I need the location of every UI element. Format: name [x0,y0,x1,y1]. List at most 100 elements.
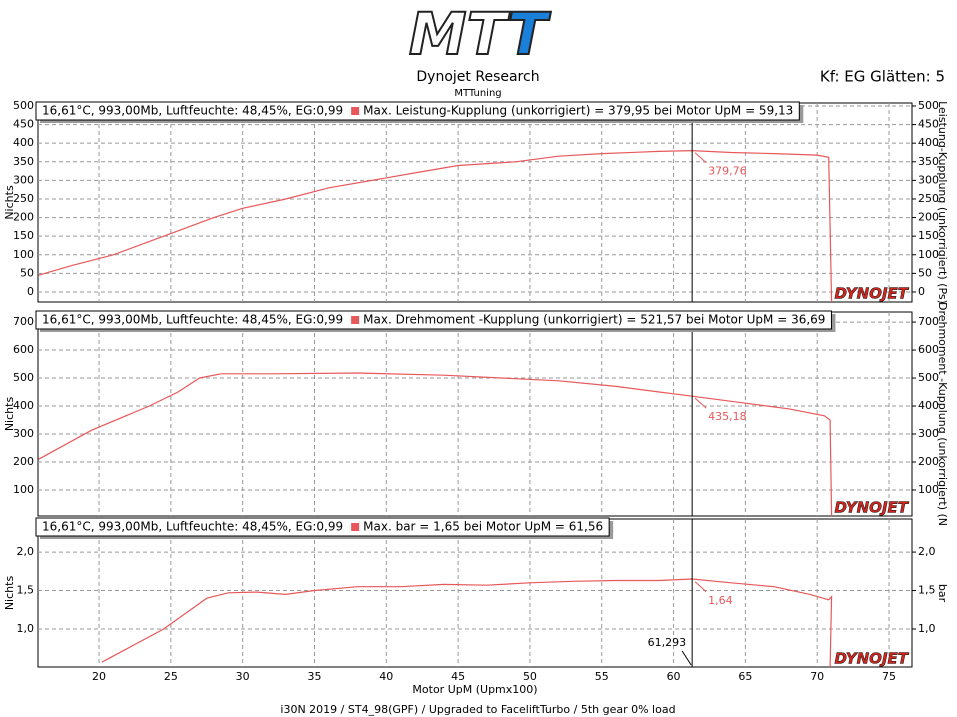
brand: DYNOJET [834,650,909,668]
legend-box: 16,61°C, 993,00Mb, Luftfeuchte: 48,45%, … [35,517,614,539]
y2-tick-label: 300 [918,427,939,440]
cursor-label: 61,293 [648,636,687,649]
logo: MTT [409,0,552,68]
y-tick-label: 100 [13,248,34,261]
y-tick-label: 300 [13,173,34,186]
logo-part: T [508,0,552,68]
annotation: 379,76 [708,165,747,178]
y2-tick-label: 0 [918,285,925,298]
legend-max: Max. Drehmoment -Kupplung (unkorrigiert)… [363,313,825,327]
y-tick-label: 1,5 [17,584,35,597]
y-axis-label: Nichts [3,185,16,220]
x-axis-label: Motor UpM (Upmx100) [412,683,537,696]
y2-tick-label: 400 [918,399,939,412]
y2-tick-label: 450 [918,118,939,131]
annotation: 1,64 [708,594,733,607]
y2-tick-label: 350 [918,155,939,168]
legend-bg [35,101,800,121]
y-axis-label: Nichts [3,397,16,432]
y2-tick-label: 50 [918,266,932,279]
y2-axis-label: Drehmoment -Kupplung (unkorrigiert) (N [936,302,949,526]
legend-info: 16,61°C, 993,00Mb, Luftfeuchte: 48,45%, … [42,104,343,118]
y-tick-label: 500 [13,371,34,384]
y-tick-label: 200 [13,455,34,468]
y2-tick-label: 500 [918,371,939,384]
x-tick-label: 50 [523,670,537,683]
y2-axis-label: Leistung-Kupplung (unkorrigiert) (Ps) [936,101,949,304]
legend-box: 16,61°C, 993,00Mb, Luftfeuchte: 48,45%, … [35,310,836,332]
plot-area [37,311,913,517]
plot-area [37,518,913,668]
x-tick-label: 60 [667,670,681,683]
cursor-arrow [681,650,692,666]
x-tick-label: 45 [451,670,465,683]
legend-swatch [351,316,360,324]
x-tick-label: 20 [92,670,106,683]
y-tick-label: 350 [13,155,34,168]
y2-tick-label: 100 [918,248,939,261]
y-tick-label: 2,0 [17,545,35,558]
data-line [38,372,833,517]
logo-part: MT [409,0,511,68]
y2-tick-label: 100 [918,483,939,496]
plot-area [37,102,913,303]
subtitle: MTTuning [454,88,501,99]
brand: DYNOJET [834,499,909,517]
annotation-arrow [694,581,707,593]
y-tick-label: 50 [20,266,34,279]
y-tick-label: 400 [13,136,34,149]
y-tick-label: 400 [13,399,34,412]
y-tick-label: 100 [13,483,34,496]
legend-swatch [351,107,360,115]
legend-swatch [351,523,360,531]
annotation-arrow [694,397,707,409]
title: Dynojet Research [416,69,539,85]
x-tick-label: 40 [379,670,393,683]
y2-tick-label: 150 [918,229,939,242]
legend-info: 16,61°C, 993,00Mb, Luftfeuchte: 48,45%, … [42,520,343,534]
y-axis-label: Nichts [3,576,16,611]
y2-tick-label: 700 [918,315,939,328]
y2-tick-label: 300 [918,173,939,186]
annotation: 435,18 [708,410,747,423]
y2-tick-label: 600 [918,343,939,356]
x-tick-label: 65 [738,670,752,683]
x-tick-label: 55 [595,670,609,683]
y-tick-label: 200 [13,211,34,224]
y2-tick-label: 200 [918,211,939,224]
y2-tick-label: 200 [918,455,939,468]
data-line [101,578,833,668]
y2-tick-label: 250 [918,192,939,205]
y-tick-label: 450 [13,118,34,131]
footer: i30N 2019 / ST4_98(GPF) / Upgraded to Fa… [280,703,675,716]
y-tick-label: 600 [13,343,34,356]
x-tick-label: 25 [164,670,178,683]
y-tick-label: 0 [27,285,34,298]
y2-tick-label: 400 [918,136,939,149]
y2-tick-label: 500 [918,99,939,112]
y-tick-label: 700 [13,315,34,328]
y2-tick-label: 1,5 [918,584,936,597]
x-tick-label: 75 [882,670,896,683]
y2-tick-label: 2,0 [918,545,936,558]
y-tick-label: 500 [13,99,34,112]
settings: Kf: EG Glätten: 5 [820,68,945,86]
legend-max: Max. Leistung-Kupplung (unkorrigiert) = … [363,104,793,118]
legend-bg [35,517,610,537]
x-tick-label: 70 [810,670,824,683]
y-tick-label: 1,0 [17,622,35,635]
data-line [38,149,833,303]
legend-info: 16,61°C, 993,00Mb, Luftfeuchte: 48,45%, … [42,313,343,327]
x-tick-label: 35 [307,670,321,683]
y2-tick-label: 1,0 [918,622,936,635]
y-tick-label: 300 [13,427,34,440]
y2-axis-label: bar [936,584,949,603]
legend-max: Max. bar = 1,65 bei Motor UpM = 61,56 [363,520,603,534]
legend-box: 16,61°C, 993,00Mb, Luftfeuchte: 48,45%, … [35,101,804,123]
y-tick-label: 150 [13,229,34,242]
brand: DYNOJET [834,285,909,303]
y-tick-label: 250 [13,192,34,205]
annotation-arrow [694,152,707,164]
x-tick-label: 30 [236,670,250,683]
